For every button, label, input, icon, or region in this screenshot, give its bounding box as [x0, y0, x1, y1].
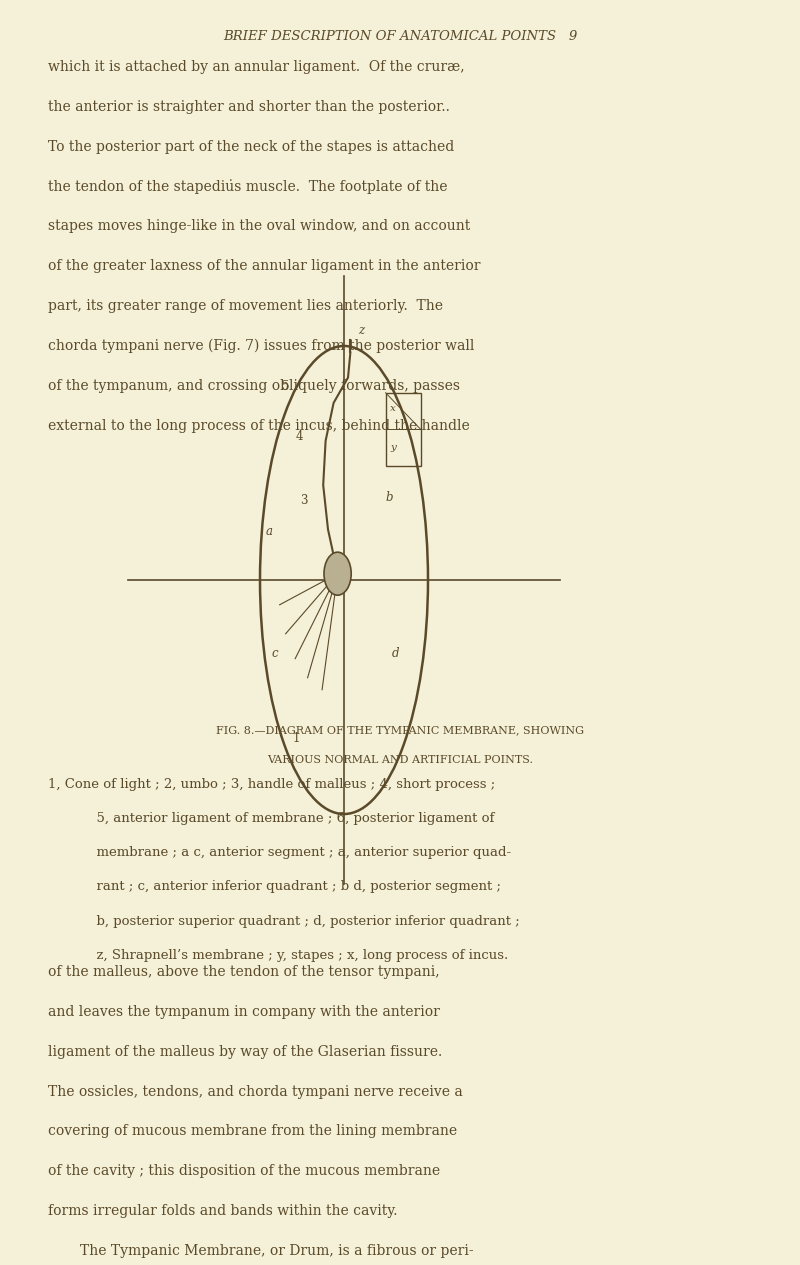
Text: membrane ; a c, anterior segment ; a, anterior superior quad-: membrane ; a c, anterior segment ; a, an… [88, 846, 511, 859]
Text: and leaves the tympanum in company with the anterior: and leaves the tympanum in company with … [48, 1004, 440, 1018]
Text: ligament of the malleus by way of the Glaserian fissure.: ligament of the malleus by way of the Gl… [48, 1045, 442, 1059]
Text: To the posterior part of the neck of the stapes is attached: To the posterior part of the neck of the… [48, 139, 454, 153]
Text: 4: 4 [296, 430, 303, 443]
Text: which it is attached by an annular ligament.  Of the cruræ,: which it is attached by an annular ligam… [48, 59, 465, 73]
Text: a: a [266, 525, 273, 539]
Text: part, its greater range of movement lies anteriorly.  The: part, its greater range of movement lies… [48, 299, 443, 312]
Circle shape [324, 552, 351, 595]
Text: The ossicles, tendons, and chorda tympani nerve receive a: The ossicles, tendons, and chorda tympan… [48, 1084, 462, 1098]
Text: 1: 1 [292, 731, 300, 745]
Text: of the cavity ; this disposition of the mucous membrane: of the cavity ; this disposition of the … [48, 1164, 440, 1178]
Text: b, posterior superior quadrant ; d, posterior inferior quadrant ;: b, posterior superior quadrant ; d, post… [88, 915, 520, 927]
Text: the anterior is straighter and shorter than the posterior..: the anterior is straighter and shorter t… [48, 100, 450, 114]
Text: c: c [272, 646, 278, 660]
Text: FIG. 8.—DIAGRAM OF THE TYMPANIC MEMBRANE, SHOWING: FIG. 8.—DIAGRAM OF THE TYMPANIC MEMBRANE… [216, 725, 584, 735]
Text: z: z [358, 324, 365, 336]
Text: VARIOUS NORMAL AND ARTIFICIAL POINTS.: VARIOUS NORMAL AND ARTIFICIAL POINTS. [267, 755, 533, 765]
Text: 3: 3 [300, 493, 307, 506]
Text: the tendon of the stapediu̇s muscle.  The footplate of the: the tendon of the stapediu̇s muscle. The… [48, 180, 447, 195]
Text: covering of mucous membrane from the lining membrane: covering of mucous membrane from the lin… [48, 1125, 457, 1138]
Text: of the malleus, above the tendon of the tensor tympani,: of the malleus, above the tendon of the … [48, 965, 440, 979]
Text: z, Shrapnell’s membrane ; y, stapes ; x, long process of incus.: z, Shrapnell’s membrane ; y, stapes ; x,… [88, 949, 508, 961]
Text: b: b [386, 491, 393, 505]
Text: y: y [390, 443, 396, 453]
Text: rant ; c, anterior inferior quadrant ; b d, posterior segment ;: rant ; c, anterior inferior quadrant ; b… [88, 880, 501, 893]
Text: 5: 5 [282, 380, 289, 392]
Text: of the tympanum, and crossing obliquely forwards, passes: of the tympanum, and crossing obliquely … [48, 378, 460, 392]
Text: The Tympanic Membrane, or Drum, is a fibrous or peri-: The Tympanic Membrane, or Drum, is a fib… [80, 1243, 474, 1257]
Text: BRIEF DESCRIPTION OF ANATOMICAL POINTS   9: BRIEF DESCRIPTION OF ANATOMICAL POINTS 9 [223, 30, 577, 43]
Bar [386, 392, 421, 466]
Text: external to the long process of the incus, behind the handle: external to the long process of the incu… [48, 419, 470, 433]
Text: d: d [392, 646, 399, 660]
Text: chorda tympani nerve (Fig. 7) issues from the posterior wall: chorda tympani nerve (Fig. 7) issues fro… [48, 339, 474, 353]
Text: 1, Cone of light ; 2, umbo ; 3, handle of malleus ; 4, short process ;: 1, Cone of light ; 2, umbo ; 3, handle o… [48, 778, 495, 791]
Text: 5, anterior ligament of membrane ; 6, posterior ligament of: 5, anterior ligament of membrane ; 6, po… [88, 812, 494, 825]
Text: stapes moves hinge-like in the oval window, and on account: stapes moves hinge-like in the oval wind… [48, 219, 470, 233]
Text: forms irregular folds and bands within the cavity.: forms irregular folds and bands within t… [48, 1204, 398, 1218]
Text: x: x [390, 405, 396, 414]
Text: of the greater laxness of the annular ligament in the anterior: of the greater laxness of the annular li… [48, 259, 481, 273]
